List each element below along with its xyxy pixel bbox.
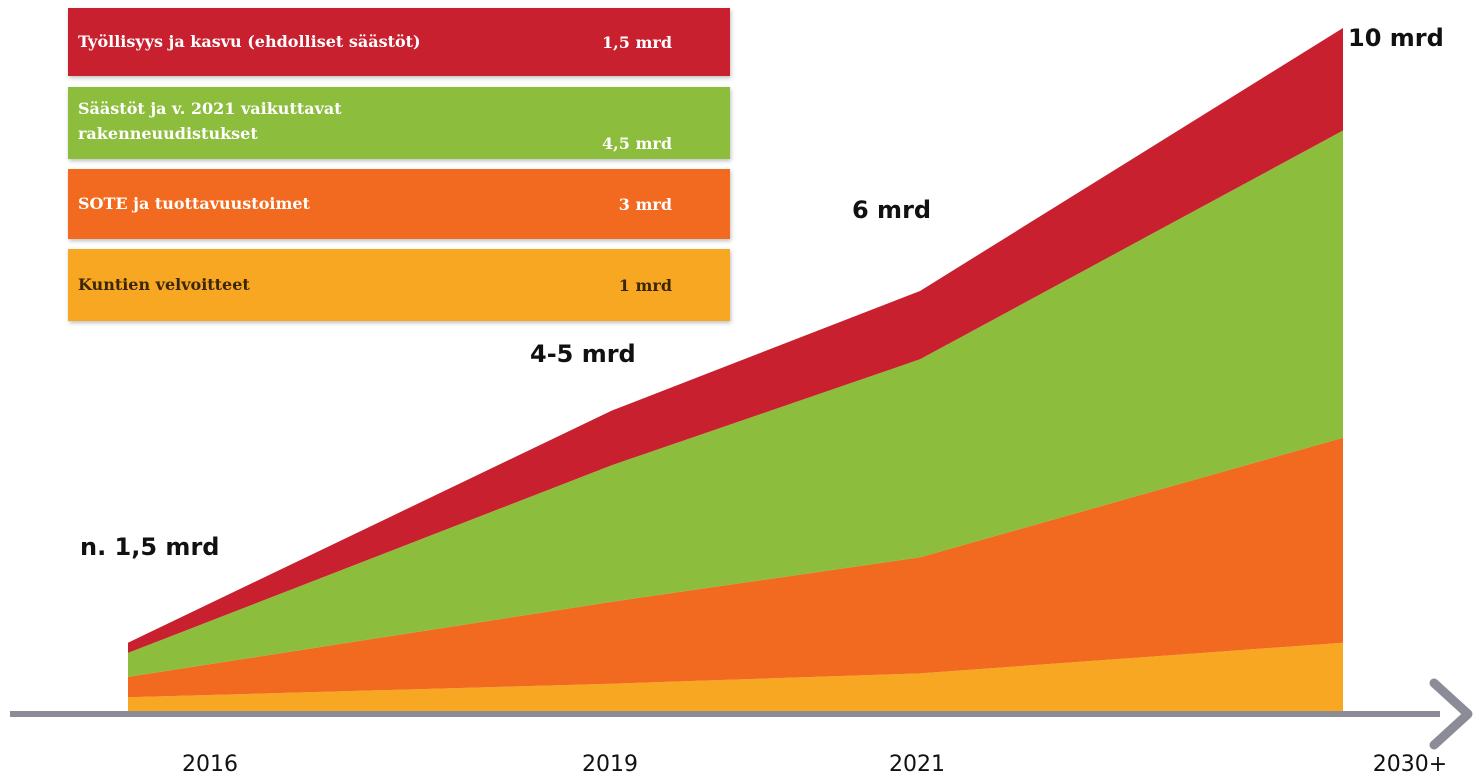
legend-label: Säästöt ja v. 2021 vaikuttavat rakenneuu… xyxy=(78,99,342,143)
x-tick-label: 2016 xyxy=(182,752,238,777)
total-label: 6 mrd xyxy=(852,196,932,224)
legend-value: 1,5 mrd xyxy=(602,32,672,52)
x-axis xyxy=(10,678,1473,750)
legend-value: 3 mrd xyxy=(618,194,672,214)
x-tick-label: 2030+ xyxy=(1373,752,1447,777)
legend-label: SOTE ja tuottavuustoimet xyxy=(78,193,310,213)
legend-label: Kuntien velvoitteet xyxy=(78,274,250,294)
total-label: n. 1,5 mrd xyxy=(80,533,220,561)
legend-item: Kuntien velvoitteet 1 mrd xyxy=(68,249,730,321)
x-tick-label: 2019 xyxy=(582,752,638,777)
legend-label: Työllisyys ja kasvu (ehdolliset säästöt) xyxy=(78,31,421,51)
area-series-4 xyxy=(128,28,1343,653)
x-tick-labels: 2016 2019 2021 2030+ xyxy=(182,752,1447,777)
total-label: 10 mrd xyxy=(1348,24,1444,52)
area-series-1 xyxy=(128,642,1343,711)
x-tick-label: 2021 xyxy=(889,752,945,777)
legend-item: Säästöt ja v. 2021 vaikuttavat rakenneuu… xyxy=(68,87,730,159)
legend-item: Työllisyys ja kasvu (ehdolliset säästöt)… xyxy=(68,8,730,76)
area-series-2 xyxy=(128,437,1343,698)
stacked-areas xyxy=(128,28,1343,711)
legend-value: 1 mrd xyxy=(618,275,672,295)
legend-value: 4,5 mrd xyxy=(602,134,672,153)
legend-item: SOTE ja tuottavuustoimet 3 mrd xyxy=(68,169,730,239)
total-label: 4-5 mrd xyxy=(530,340,636,368)
x-axis-arrow-icon xyxy=(1429,678,1473,750)
area-series-3 xyxy=(128,130,1343,677)
